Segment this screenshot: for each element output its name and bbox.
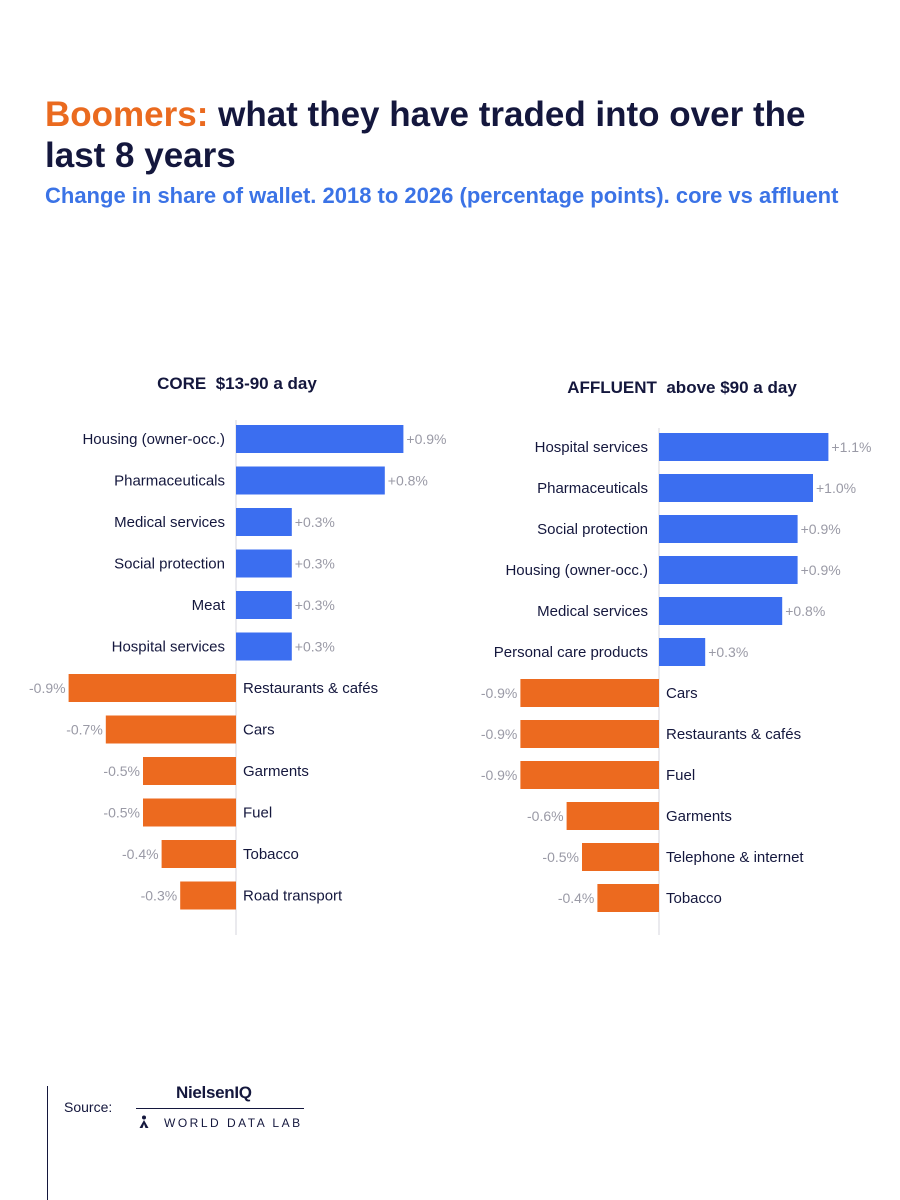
core-category-label-7: Cars <box>243 722 275 739</box>
core-value-label-2: +0.3% <box>295 514 335 530</box>
affluent-value-label-9: -0.6% <box>527 808 564 824</box>
core-value-label-8: -0.5% <box>103 763 140 779</box>
affluent-bar-8 <box>520 761 659 789</box>
core-value-label-10: -0.4% <box>122 846 159 862</box>
world-data-lab-icon <box>139 1115 149 1128</box>
affluent-bar-4 <box>659 597 783 625</box>
affluent-value-label-2: +0.9% <box>801 521 841 537</box>
page-title: Boomers: what they have traded into over… <box>45 94 845 176</box>
affluent-bar-6 <box>520 679 659 707</box>
brand-divider <box>136 1108 304 1109</box>
title-rest: what they have traded into over the last… <box>45 95 806 175</box>
affluent-value-label-4: +0.8% <box>785 603 825 619</box>
affluent-category-label-8: Fuel <box>666 767 695 784</box>
affluent-bar-0 <box>659 433 829 461</box>
affluent-value-label-8: -0.9% <box>481 767 518 783</box>
core-category-label-5: Hospital services <box>112 639 225 656</box>
core-bar-8 <box>143 757 236 785</box>
affluent-value-label-6: -0.9% <box>481 685 518 701</box>
core-value-label-7: -0.7% <box>66 722 103 738</box>
affluent-value-label-3: +0.9% <box>801 562 841 578</box>
core-value-label-5: +0.3% <box>295 639 335 655</box>
core-bar-6 <box>68 674 236 702</box>
affluent-bar-7 <box>520 720 659 748</box>
affluent-category-label-10: Telephone & internet <box>666 849 804 866</box>
affluent-bar-10 <box>582 843 659 871</box>
core-bar-5 <box>236 632 292 661</box>
core-bar-3 <box>236 549 292 578</box>
world-data-lab-logo: WORLD DATA LAB <box>164 1116 303 1130</box>
core-bar-9 <box>143 798 236 827</box>
charts-canvas: CORE $13-90 a day Housing (owner-occ.) +0… <box>29 374 871 935</box>
affluent-bar-1 <box>659 474 813 502</box>
affluent-bar-11 <box>597 884 659 912</box>
core-bar-0 <box>236 425 404 453</box>
source-label: Source: <box>64 1099 113 1115</box>
affluent-value-label-7: -0.9% <box>481 726 518 742</box>
core-value-label-0: +0.9% <box>406 431 446 447</box>
affluent-bar-3 <box>659 556 798 584</box>
core-category-label-3: Social protection <box>114 556 225 573</box>
affluent-bars: Hospital services +1.1% Pharmaceuticals +1.… <box>481 428 871 935</box>
core-category-label-11: Road transport <box>243 888 343 905</box>
affluent-category-label-9: Garments <box>666 808 732 825</box>
affluent-category-label-7: Restaurants & cafés <box>666 726 801 743</box>
core-category-label-10: Tobacco <box>243 846 299 863</box>
source-divider-line <box>47 1086 48 1200</box>
core-value-label-9: -0.5% <box>103 805 140 821</box>
core-bar-4 <box>236 591 292 619</box>
title-accent: Boomers: <box>45 95 209 134</box>
affluent-value-label-11: -0.4% <box>558 890 595 906</box>
affluent-bar-2 <box>659 515 798 543</box>
core-category-label-1: Pharmaceuticals <box>114 473 225 490</box>
page-subtitle: Change in share of wallet. 2018 to 2026 … <box>45 183 839 208</box>
core-panel: CORE $13-90 a day Housing (owner-occ.) +0… <box>29 374 446 935</box>
core-bar-2 <box>236 508 292 536</box>
affluent-category-label-5: Personal care products <box>494 644 648 661</box>
core-category-label-6: Restaurants & cafés <box>243 680 378 697</box>
core-category-label-0: Housing (owner-occ.) <box>82 431 225 448</box>
core-panel-title: CORE $13-90 a day <box>157 374 317 393</box>
affluent-bar-5 <box>659 638 706 666</box>
affluent-category-label-11: Tobacco <box>666 890 722 907</box>
core-value-label-1: +0.8% <box>388 473 428 489</box>
affluent-value-label-0: +1.1% <box>831 439 871 455</box>
core-category-label-4: Meat <box>192 597 226 614</box>
affluent-category-label-6: Cars <box>666 685 698 702</box>
core-value-label-11: -0.3% <box>141 888 178 904</box>
core-category-label-2: Medical services <box>114 514 225 531</box>
core-category-label-8: Garments <box>243 763 309 780</box>
affluent-category-label-1: Pharmaceuticals <box>537 480 648 497</box>
core-bar-1 <box>236 466 385 495</box>
affluent-bar-9 <box>566 802 659 830</box>
affluent-panel-title: AFFLUENT above $90 a day <box>567 378 797 397</box>
affluent-value-label-5: +0.3% <box>708 644 748 660</box>
affluent-category-label-2: Social protection <box>537 521 648 538</box>
core-value-label-4: +0.3% <box>295 597 335 613</box>
affluent-value-label-1: +1.0% <box>816 480 856 496</box>
affluent-category-label-3: Housing (owner-occ.) <box>505 562 648 579</box>
core-value-label-6: -0.9% <box>29 680 66 696</box>
core-bar-7 <box>105 715 236 744</box>
core-category-label-9: Fuel <box>243 805 272 822</box>
affluent-value-label-10: -0.5% <box>542 849 579 865</box>
affluent-category-label-4: Medical services <box>537 603 648 620</box>
affluent-panel: AFFLUENT above $90 a day Hospital servic… <box>481 378 871 935</box>
core-bar-11 <box>180 881 236 910</box>
core-bars: Housing (owner-occ.) +0.9% Pharmaceuticals… <box>29 420 446 935</box>
core-value-label-3: +0.3% <box>295 556 335 572</box>
core-bar-10 <box>161 840 236 868</box>
affluent-category-label-0: Hospital services <box>535 439 648 456</box>
nielseniq-logo: NielsenIQ <box>176 1083 252 1102</box>
